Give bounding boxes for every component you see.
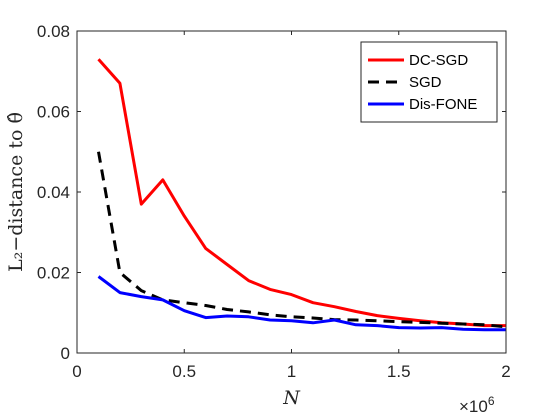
- x-tick-label: 1.5: [387, 362, 411, 381]
- x-tick-label: 0.5: [172, 362, 196, 381]
- x-multiplier-exponent: 6: [488, 394, 495, 408]
- legend-label-sgd: SGD: [409, 74, 442, 91]
- series-line-sgd: [97, 151, 507, 329]
- series-layer: [97, 58, 507, 332]
- y-tick-label: 0.06: [37, 103, 70, 122]
- y-tick-label: 0.02: [37, 264, 70, 283]
- y-tick-label: 0.08: [37, 22, 70, 41]
- x-axis-label: N: [282, 387, 301, 409]
- x-multiplier-base: ×10: [459, 397, 488, 416]
- legend: DC-SGD SGD Dis-FONE: [360, 41, 498, 123]
- series-line-dis-fone: [97, 275, 506, 332]
- legend-label-dc-sgd: DC-SGD: [409, 52, 468, 69]
- x-tick-label: 0: [72, 362, 81, 381]
- x-tick-label: 2: [501, 362, 510, 381]
- y-tick-label: 0: [61, 344, 70, 363]
- legend-label-dis-fone: Dis-FONE: [409, 96, 477, 113]
- legend-box: [360, 41, 498, 123]
- x-multiplier: ×106: [459, 394, 495, 416]
- legend-items: DC-SGD SGD Dis-FONE: [368, 52, 477, 113]
- tick-layer: 0 0.5 1 1.5 2 0 0.02 0.04 0.06 0.08: [37, 22, 511, 381]
- x-tick-label: 1: [287, 362, 296, 381]
- y-tick-label: 0.04: [37, 183, 70, 202]
- y-axis-label: L₂−distance to θ̂: [5, 112, 27, 272]
